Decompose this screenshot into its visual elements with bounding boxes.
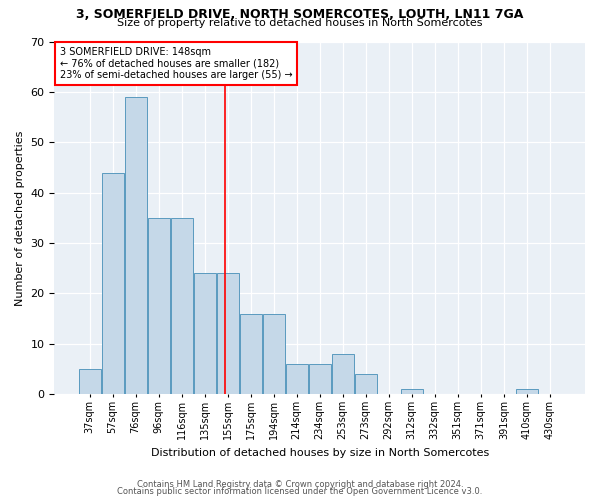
Bar <box>239 314 262 394</box>
Text: Contains public sector information licensed under the Open Government Licence v3: Contains public sector information licen… <box>118 487 482 496</box>
Text: 3 SOMERFIELD DRIVE: 148sqm
← 76% of detached houses are smaller (182)
23% of sem: 3 SOMERFIELD DRIVE: 148sqm ← 76% of deta… <box>60 47 292 80</box>
Bar <box>263 314 284 394</box>
Bar <box>148 218 170 394</box>
X-axis label: Distribution of detached houses by size in North Somercotes: Distribution of detached houses by size … <box>151 448 489 458</box>
Bar <box>125 97 146 394</box>
Bar <box>217 274 239 394</box>
Y-axis label: Number of detached properties: Number of detached properties <box>15 130 25 306</box>
Bar <box>308 364 331 394</box>
Bar <box>170 218 193 394</box>
Text: Size of property relative to detached houses in North Somercotes: Size of property relative to detached ho… <box>117 18 483 28</box>
Text: Contains HM Land Registry data © Crown copyright and database right 2024.: Contains HM Land Registry data © Crown c… <box>137 480 463 489</box>
Bar <box>194 274 215 394</box>
Bar <box>401 389 423 394</box>
Bar <box>516 389 538 394</box>
Bar <box>286 364 308 394</box>
Bar <box>101 172 124 394</box>
Bar <box>355 374 377 394</box>
Bar <box>79 369 101 394</box>
Text: 3, SOMERFIELD DRIVE, NORTH SOMERCOTES, LOUTH, LN11 7GA: 3, SOMERFIELD DRIVE, NORTH SOMERCOTES, L… <box>76 8 524 20</box>
Bar <box>332 354 354 394</box>
